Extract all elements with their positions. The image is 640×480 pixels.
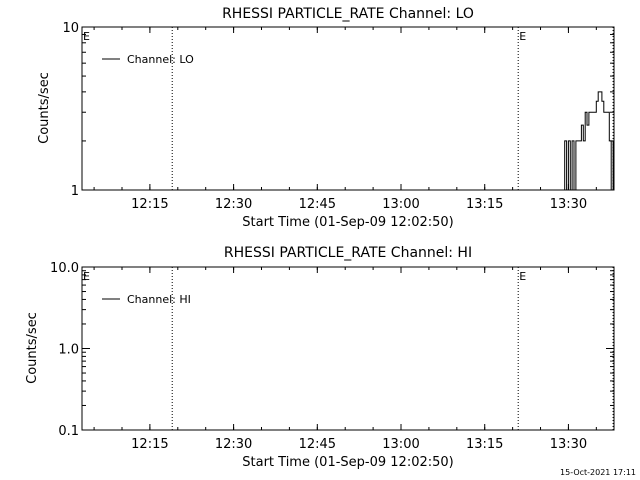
y-axis-label: Counts/sec <box>37 72 52 144</box>
x-tick-label: 13:00 <box>382 197 419 212</box>
y-tick-label: 10 <box>62 21 79 36</box>
axis-ticks: 12:15 12:30 12:45 13:00 13:15 13:30 0.1 1.0 10.0 <box>50 261 614 452</box>
y-tick-label: 0.1 <box>58 424 79 439</box>
y-axis-label: Counts/sec <box>25 312 40 384</box>
chart-title: RHESSI PARTICLE_RATE Channel: HI <box>224 245 472 261</box>
x-tick-label: 12:30 <box>215 437 252 452</box>
legend: Channel: HI <box>102 293 191 306</box>
plot-frame <box>81 26 615 191</box>
y-tick-label: 1 <box>71 184 79 199</box>
x-tick-label: 12:15 <box>131 197 168 212</box>
flag-label: E <box>519 30 526 43</box>
x-tick-label: 13:30 <box>550 437 587 452</box>
x-tick-label: 12:45 <box>299 197 336 212</box>
x-tick-label: 13:00 <box>382 437 419 452</box>
chart-title: RHESSI PARTICLE_RATE Channel: LO <box>222 6 474 22</box>
x-tick-label: 13:30 <box>550 197 587 212</box>
x-tick-label: 12:30 <box>215 197 252 212</box>
x-axis-label: Start Time (01-Sep-09 12:02:50) <box>242 215 453 230</box>
chart-panel-hi: RHESSI PARTICLE_RATE Channel: HI Counts/… <box>25 245 615 470</box>
footer-timestamp: 15-Oct-2021 17:11 <box>560 468 636 477</box>
legend-entry-label: Channel: LO <box>127 53 194 66</box>
chart-panel-lo: RHESSI PARTICLE_RATE Channel: LO Counts/… <box>37 6 615 230</box>
x-tick-label: 12:15 <box>131 437 168 452</box>
x-tick-label: 13:15 <box>466 437 503 452</box>
x-tick-label: 12:45 <box>299 437 336 452</box>
legend: Channel: LO <box>102 53 194 66</box>
flag-label: E <box>83 30 90 43</box>
x-tick-label: 13:15 <box>466 197 503 212</box>
legend-entry-label: Channel: HI <box>127 293 191 306</box>
y-tick-label: 1.0 <box>58 343 79 358</box>
axis-ticks: 12:15 12:30 12:45 13:00 13:15 13:30 1 10 <box>62 21 614 212</box>
y-tick-label: 10.0 <box>50 261 79 276</box>
series-line <box>562 91 614 191</box>
plot-frame <box>81 266 615 431</box>
data-series <box>562 91 614 191</box>
x-axis-label: Start Time (01-Sep-09 12:02:50) <box>242 455 453 470</box>
flag-label: E <box>83 270 90 283</box>
flag-label: E <box>519 270 526 283</box>
